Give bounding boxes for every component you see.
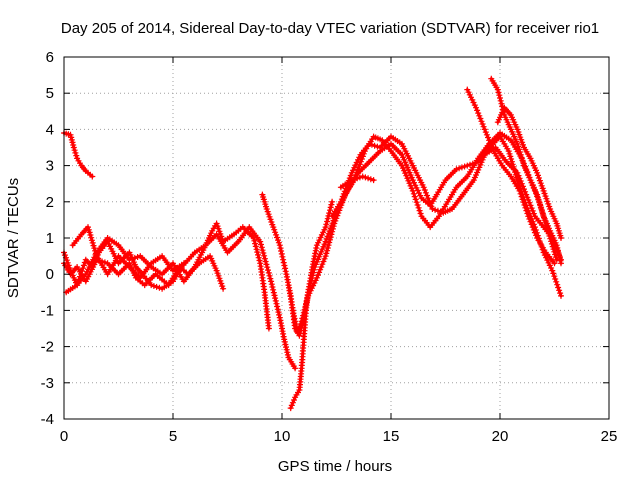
y-tick-label: 0 <box>46 266 54 283</box>
series-trace-4 <box>63 224 299 372</box>
y-tick-label: 3 <box>46 158 54 175</box>
x-axis-label: GPS time / hours <box>278 458 392 475</box>
axis-ticks <box>63 56 610 420</box>
y-tick-label: -1 <box>41 302 54 319</box>
chart-title: Day 205 of 2014, Sidereal Day-to-day VTE… <box>61 20 599 37</box>
x-tick-label: 10 <box>274 428 291 445</box>
series-markers <box>337 173 377 191</box>
x-tick-label: 5 <box>169 428 177 445</box>
series-trace-11 <box>464 86 558 267</box>
axis-tick-labels: 0 5 10 15 20 25 -4 -3 -2 -1 0 1 2 3 4 5 6 <box>41 49 618 445</box>
y-tick-label: 1 <box>46 230 54 247</box>
series-markers <box>69 224 187 281</box>
y-tick-label: 2 <box>46 194 54 211</box>
series-trace-13 <box>494 104 564 241</box>
y-tick-label: 4 <box>46 121 54 138</box>
x-tick-label: 25 <box>601 428 618 445</box>
series-trace-9 <box>329 133 564 263</box>
data-series-layer <box>61 75 564 412</box>
series-trace-5 <box>69 224 187 281</box>
series-markers <box>488 75 564 267</box>
x-tick-label: 0 <box>60 428 68 445</box>
x-tick-label: 15 <box>383 428 400 445</box>
y-tick-label: -2 <box>41 339 54 356</box>
x-tick-label: 20 <box>492 428 509 445</box>
y-tick-label: -3 <box>41 375 54 392</box>
series-markers <box>494 104 564 241</box>
series-trace-10 <box>337 173 377 191</box>
series-markers <box>464 86 558 267</box>
series-markers <box>329 133 564 263</box>
y-tick-label: 5 <box>46 85 54 102</box>
y-tick-label: -4 <box>41 411 54 428</box>
y-tick-label: 6 <box>46 49 54 66</box>
y-axis-label: SDTVAR / TECUs <box>5 178 22 298</box>
